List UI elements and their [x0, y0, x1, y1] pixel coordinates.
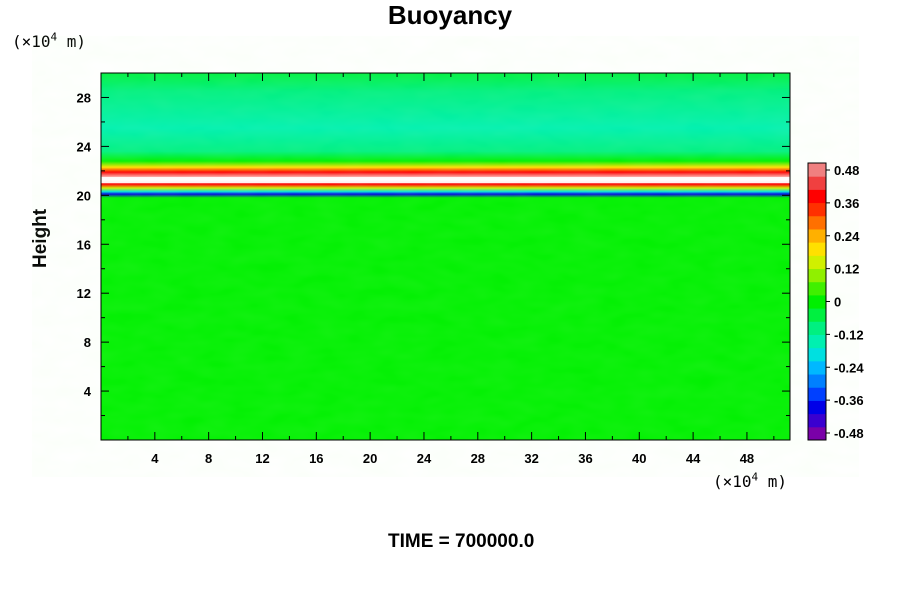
- colorbar-tick-label: -0.36: [834, 393, 864, 408]
- colorbar-swatch: [808, 294, 826, 309]
- y-tick-label: 20: [77, 188, 91, 203]
- time-label: TIME = 700000.0: [388, 531, 535, 552]
- y-unit-exponent: 4: [50, 30, 58, 44]
- x-tick-label: 40: [632, 451, 646, 466]
- x-tick-label: 44: [686, 451, 701, 466]
- plot-frame: [100, 72, 791, 441]
- x-tick-label: 28: [471, 451, 485, 466]
- colorbar-swatch: [808, 268, 826, 283]
- x-unit-prefix: (×10: [713, 472, 752, 491]
- x-tick-label: 32: [524, 451, 538, 466]
- colorbar-tick-label: -0.12: [834, 327, 864, 342]
- colorbar-swatch: [808, 308, 826, 322]
- colorbar-swatch: [808, 281, 826, 296]
- colorbar-swatch: [808, 202, 826, 217]
- x-tick-label: 24: [417, 451, 432, 466]
- colorbar-swatch: [808, 413, 826, 428]
- y-tick-label: 24: [77, 139, 92, 154]
- colorbar-swatch: [808, 360, 826, 375]
- y-tick-label: 16: [77, 237, 91, 252]
- x-axis: 4 8 12 16 20 24 28 32 36 40 44 48: [127, 73, 775, 466]
- x-tick-label: 20: [363, 451, 377, 466]
- field-texture: [101, 73, 790, 440]
- colorbar-swatch: [808, 347, 826, 362]
- x-unit-suffix: m): [758, 472, 788, 491]
- colorbar-swatch: [808, 387, 826, 401]
- x-tick-label: 12: [255, 451, 269, 466]
- colorbar-swatch: [808, 426, 826, 441]
- colorbar-swatch: [808, 374, 826, 388]
- colorbar-swatch: [808, 228, 826, 243]
- colorbar-swatch: [808, 334, 826, 349]
- x-axis-unit: (×104 m): [713, 472, 787, 491]
- colorbar-tick-label: 0.48: [834, 163, 859, 178]
- y-tick-label: 4: [84, 384, 92, 399]
- y-axis: 4 8 12 16 20 24 28: [77, 90, 790, 417]
- colorbar-swatch: [808, 400, 826, 415]
- colorbar-tick-label: 0.24: [834, 229, 860, 244]
- colorbar-tick-label: 0.36: [834, 196, 859, 211]
- x-tick-label: 48: [740, 451, 754, 466]
- colorbar: 0.48 0.36 0.24 0.12 0 -0.12 -0.24 -0.36 -0.48: [807, 162, 864, 441]
- buoyancy-core-band: [101, 176, 790, 184]
- colorbar-swatch: [808, 255, 826, 270]
- y-axis-unit: (×104 m): [12, 32, 86, 51]
- colorbar-swatch: [808, 215, 826, 230]
- plot-area: [100, 72, 791, 441]
- colorbar-tick-label: -0.48: [834, 426, 864, 441]
- colorbar-tick-label: -0.24: [834, 360, 864, 375]
- x-tick-label: 16: [309, 451, 323, 466]
- colorbar-swatch: [808, 163, 826, 177]
- x-unit-exponent: 4: [751, 470, 759, 484]
- x-tick-label: 4: [151, 451, 159, 466]
- colorbar-swatch: [808, 176, 826, 190]
- colorbar-swatch: [808, 321, 826, 335]
- chart-title: Buoyancy: [387, 0, 513, 30]
- colorbar-tick-label: 0.12: [834, 262, 859, 277]
- y-tick-label: 8: [84, 335, 91, 350]
- y-unit-suffix: m): [57, 32, 87, 51]
- y-tick-label: 12: [77, 286, 91, 301]
- x-tick-label: 8: [205, 451, 212, 466]
- y-tick-label: 28: [77, 90, 91, 105]
- colorbar-swatch: [808, 242, 826, 256]
- y-unit-prefix: (×10: [12, 32, 51, 51]
- colorbar-swatch: [808, 189, 826, 204]
- x-tick-label: 36: [578, 451, 592, 466]
- colorbar-tick-label: 0: [834, 295, 841, 310]
